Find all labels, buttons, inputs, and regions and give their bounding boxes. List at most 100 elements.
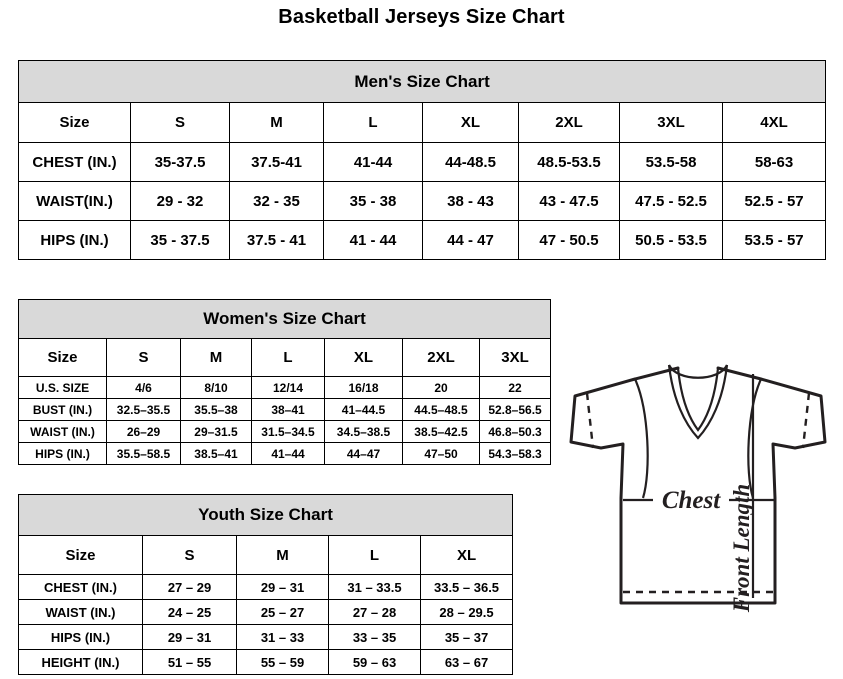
mens-chart-title-row: Men's Size Chart xyxy=(17,60,827,103)
womens-col-header-s: S xyxy=(106,338,181,377)
mens-hips-3xl: 50.5 - 53.5 xyxy=(619,220,723,260)
chest-label: Chest xyxy=(662,487,721,514)
womens-bust-m: 35.5–38 xyxy=(180,398,252,421)
table-row: WAIST (IN.) 24 – 25 25 – 27 27 – 28 28 –… xyxy=(18,599,514,625)
mens-hips-4xl: 53.5 - 57 xyxy=(721,220,827,260)
mens-waist-l: 35 - 38 xyxy=(323,181,423,221)
table-row: HIPS (IN.) 29 – 31 31 – 33 33 – 35 35 – … xyxy=(18,624,514,650)
youth-chest-s: 27 – 29 xyxy=(142,574,237,600)
mens-col-header-2xl: 2XL xyxy=(518,102,620,143)
youth-row-label-chest: CHEST (IN.) xyxy=(18,574,143,600)
womens-ussize-l: 12/14 xyxy=(251,376,325,399)
womens-waist-2xl: 38.5–42.5 xyxy=(402,420,480,443)
jersey-armhole-right xyxy=(747,378,763,499)
table-row: HEIGHT (IN.) 51 – 55 55 – 59 59 – 63 63 … xyxy=(18,649,514,675)
womens-header-row: Size S M L XL 2XL 3XL xyxy=(18,338,552,377)
mens-hips-s: 35 - 37.5 xyxy=(130,220,230,260)
mens-chest-s: 35-37.5 xyxy=(130,142,230,182)
jersey-measurement-diagram: Chest Front Length xyxy=(553,352,843,652)
mens-header-row: Size S M L XL 2XL 3XL 4XL xyxy=(18,102,827,143)
womens-row-label-us-size: U.S. SIZE xyxy=(18,376,107,399)
youth-row-label-waist: WAIST (IN.) xyxy=(18,599,143,625)
youth-chart-title: Youth Size Chart xyxy=(17,494,514,536)
womens-hips-s: 35.5–58.5 xyxy=(106,442,181,465)
mens-chart-title: Men's Size Chart xyxy=(17,60,827,103)
womens-size-chart-table: Women's Size Chart Size S M L XL 2XL 3XL… xyxy=(17,299,552,465)
womens-col-header-m: M xyxy=(180,338,252,377)
youth-chest-xl: 33.5 – 36.5 xyxy=(419,574,514,600)
youth-hips-s: 29 – 31 xyxy=(142,624,237,650)
table-row: WAIST(IN.) 29 - 32 32 - 35 35 - 38 38 - … xyxy=(18,181,827,221)
womens-bust-3xl: 52.8–56.5 xyxy=(478,398,552,421)
table-row: BUST (IN.) 32.5–35.5 35.5–38 38–41 41–44… xyxy=(18,398,552,421)
youth-height-l: 59 – 63 xyxy=(328,649,421,675)
womens-hips-m: 38.5–41 xyxy=(180,442,252,465)
mens-row-label-waist: WAIST(IN.) xyxy=(18,181,131,221)
youth-hips-xl: 35 – 37 xyxy=(419,624,514,650)
womens-waist-xl: 34.5–38.5 xyxy=(324,420,403,443)
mens-chest-m: 37.5-41 xyxy=(229,142,324,182)
mens-waist-4xl: 52.5 - 57 xyxy=(721,181,827,221)
womens-col-header-size: Size xyxy=(18,338,107,377)
youth-height-s: 51 – 55 xyxy=(142,649,237,675)
table-row: CHEST (IN.) 27 – 29 29 – 31 31 – 33.5 33… xyxy=(18,574,514,600)
table-row: HIPS (IN.) 35 - 37.5 37.5 - 41 41 - 44 4… xyxy=(18,220,827,260)
youth-col-header-l: L xyxy=(328,535,421,575)
womens-hips-xl: 44–47 xyxy=(324,442,403,465)
mens-row-label-hips: HIPS (IN.) xyxy=(18,220,131,260)
jersey-collar-band xyxy=(668,364,728,379)
youth-row-label-hips: HIPS (IN.) xyxy=(18,624,143,650)
youth-waist-m: 25 – 27 xyxy=(236,599,329,625)
womens-ussize-3xl: 22 xyxy=(478,376,552,399)
youth-hips-l: 33 – 35 xyxy=(328,624,421,650)
womens-hips-l: 41–44 xyxy=(251,442,325,465)
womens-row-label-bust: BUST (IN.) xyxy=(18,398,107,421)
mens-col-header-l: L xyxy=(323,102,423,143)
table-row: CHEST (IN.) 35-37.5 37.5-41 41-44 44-48.… xyxy=(18,142,827,182)
mens-waist-3xl: 47.5 - 52.5 xyxy=(619,181,723,221)
youth-size-chart-table: Youth Size Chart Size S M L XL CHEST (IN… xyxy=(17,494,514,675)
womens-bust-l: 38–41 xyxy=(251,398,325,421)
mens-col-header-s: S xyxy=(130,102,230,143)
youth-col-header-m: M xyxy=(236,535,329,575)
womens-waist-s: 26–29 xyxy=(106,420,181,443)
womens-table-body: Women's Size Chart Size S M L XL 2XL 3XL… xyxy=(17,299,552,465)
mens-chest-2xl: 48.5-53.5 xyxy=(518,142,620,182)
mens-col-header-size: Size xyxy=(18,102,131,143)
front-length-label: Front Length xyxy=(729,484,754,613)
womens-waist-3xl: 46.8–50.3 xyxy=(478,420,552,443)
jersey-collar-outer xyxy=(676,367,720,432)
youth-chart-title-row: Youth Size Chart xyxy=(17,494,514,536)
womens-hips-2xl: 47–50 xyxy=(402,442,480,465)
mens-chest-4xl: 58-63 xyxy=(721,142,827,182)
mens-hips-l: 41 - 44 xyxy=(323,220,423,260)
womens-col-header-3xl: 3XL xyxy=(478,338,552,377)
womens-ussize-2xl: 20 xyxy=(402,376,480,399)
youth-waist-l: 27 – 28 xyxy=(328,599,421,625)
womens-waist-l: 31.5–34.5 xyxy=(251,420,325,443)
womens-ussize-s: 4/6 xyxy=(106,376,181,399)
mens-col-header-m: M xyxy=(229,102,324,143)
jersey-collar-inner xyxy=(667,364,729,440)
womens-bust-xl: 41–44.5 xyxy=(324,398,403,421)
mens-row-label-chest: CHEST (IN.) xyxy=(18,142,131,182)
youth-chest-l: 31 – 33.5 xyxy=(328,574,421,600)
womens-ussize-m: 8/10 xyxy=(180,376,252,399)
womens-col-header-l: L xyxy=(251,338,325,377)
youth-row-label-height: HEIGHT (IN.) xyxy=(18,649,143,675)
mens-col-header-3xl: 3XL xyxy=(619,102,723,143)
youth-col-header-xl: XL xyxy=(419,535,514,575)
youth-chest-m: 29 – 31 xyxy=(236,574,329,600)
mens-hips-2xl: 47 - 50.5 xyxy=(518,220,620,260)
youth-hips-m: 31 – 33 xyxy=(236,624,329,650)
womens-hips-3xl: 54.3–58.3 xyxy=(478,442,552,465)
page-title: Basketball Jerseys Size Chart xyxy=(278,6,565,28)
womens-row-label-waist: WAIST (IN.) xyxy=(18,420,107,443)
mens-hips-m: 37.5 - 41 xyxy=(229,220,324,260)
youth-col-header-size: Size xyxy=(18,535,143,575)
mens-waist-m: 32 - 35 xyxy=(229,181,324,221)
womens-chart-title-row: Women's Size Chart xyxy=(17,299,552,339)
jersey-armhole-left xyxy=(633,378,649,499)
youth-col-header-s: S xyxy=(142,535,237,575)
womens-col-header-xl: XL xyxy=(324,338,403,377)
